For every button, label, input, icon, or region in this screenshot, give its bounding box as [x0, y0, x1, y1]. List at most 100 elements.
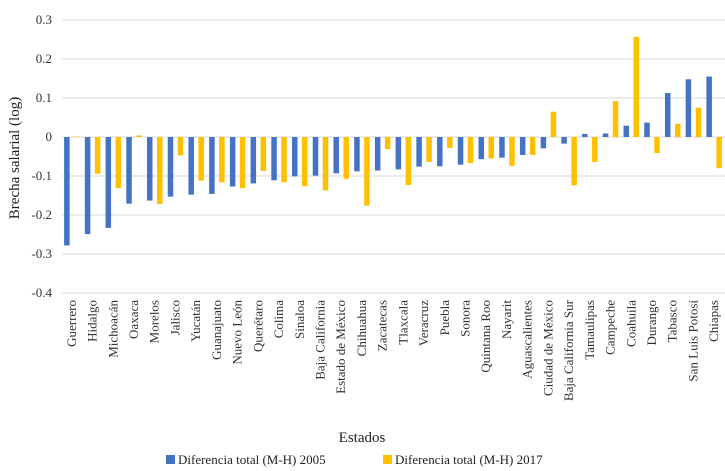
bar-2017-29 — [674, 123, 681, 137]
x-tick-label: Puebla — [437, 300, 452, 336]
bar-2005-21 — [499, 137, 505, 158]
bar-2017-8 — [239, 137, 246, 189]
x-tick-label: Oaxaca — [126, 300, 141, 339]
bar-2005-30 — [685, 79, 692, 137]
x-tick-label: Baja California Sur — [561, 299, 576, 401]
x-tick-label: Coahuila — [623, 300, 638, 347]
bar-2005-0 — [64, 137, 70, 246]
x-tick-label: Jalisco — [168, 300, 183, 335]
bar-2005-7 — [209, 137, 215, 194]
y-tick-label: -0.1 — [31, 168, 52, 183]
x-tick-label: Chiapas — [706, 300, 721, 342]
y-tick-label: -0.3 — [31, 246, 52, 261]
bar-2017-5 — [177, 137, 184, 156]
bar-2017-23 — [550, 111, 557, 137]
y-tick-label: -0.2 — [31, 207, 52, 222]
legend-swatch-2005 — [166, 455, 175, 464]
bar-2005-17 — [416, 137, 422, 167]
x-tick-label: Campeche — [603, 300, 618, 355]
bar-2017-31 — [716, 137, 722, 169]
y-tick-label: 0.3 — [36, 12, 52, 27]
bar-2005-29 — [664, 92, 671, 137]
bar-2005-25 — [582, 133, 588, 137]
bar-2017-7 — [219, 137, 225, 183]
x-tick-label: Nuevo León — [230, 300, 245, 365]
bar-2017-25 — [592, 137, 598, 162]
x-tick-label: Nayarit — [499, 300, 514, 339]
bar-2005-27 — [623, 125, 630, 137]
x-tick-label: Aguascalientes — [520, 300, 535, 379]
y-axis-title: Brecha salarial (log) — [7, 97, 23, 219]
bars — [64, 36, 722, 246]
bar-2017-6 — [198, 137, 204, 181]
bar-2017-11 — [302, 137, 308, 187]
bar-2017-20 — [488, 137, 494, 159]
bar-2017-26 — [612, 101, 619, 137]
bar-2005-23 — [540, 137, 547, 149]
y-tick-labels: 0.3 0.2 0.1 0 -0.1 -0.2 -0.3 -0.4 — [31, 12, 52, 300]
x-axis-title: Estados — [339, 430, 386, 446]
bar-2005-9 — [250, 137, 257, 184]
bar-2017-0 — [74, 136, 80, 138]
legend-swatch-2017 — [383, 455, 392, 464]
bar-2017-3 — [136, 135, 142, 137]
bar-2017-24 — [571, 137, 577, 186]
bar-2005-22 — [519, 137, 526, 155]
legend: Diferencia total (M-H) 2005 Diferencia t… — [166, 452, 543, 467]
bar-2005-19 — [457, 137, 464, 165]
bar-2005-2 — [105, 137, 112, 228]
x-tick-label: Michoacán — [105, 300, 120, 358]
x-tick-label: Estado de México — [333, 300, 348, 394]
x-tick-label: Guerrero — [64, 300, 79, 347]
bar-2017-12 — [322, 137, 329, 191]
x-tick-label: Veracruz — [416, 300, 431, 346]
bar-2017-21 — [509, 137, 515, 166]
bar-2017-27 — [633, 36, 640, 137]
bar-2017-17 — [426, 137, 432, 162]
x-tick-label: Tlaxcala — [395, 300, 410, 345]
bar-2005-5 — [167, 137, 174, 197]
bar-2005-26 — [602, 133, 609, 137]
bar-2005-20 — [478, 137, 484, 160]
x-tick-label: Yucatán — [188, 300, 203, 342]
bar-2005-4 — [147, 137, 153, 201]
bar-2017-9 — [260, 137, 267, 171]
bar-2005-11 — [292, 137, 298, 177]
x-tick-label: Querétaro — [250, 300, 265, 352]
bar-2005-24 — [561, 137, 567, 144]
x-tick-label: Sinaloa — [292, 300, 307, 339]
y-tick-label: -0.4 — [31, 285, 52, 300]
legend-label-2005: Diferencia total (M-H) 2005 — [178, 452, 326, 467]
bar-2005-16 — [395, 137, 402, 170]
x-tick-label: Ciudad de México — [540, 300, 555, 396]
bar-2005-18 — [437, 137, 443, 167]
x-tick-label: San Luis Potosí — [685, 300, 700, 382]
x-tick-label: Tabasco — [665, 300, 680, 342]
bar-2005-10 — [271, 137, 277, 181]
bar-2005-13 — [333, 137, 339, 174]
bar-2017-19 — [467, 137, 474, 164]
bar-2005-3 — [126, 137, 132, 204]
bar-2017-16 — [405, 137, 412, 185]
bar-2005-12 — [312, 137, 319, 176]
bar-2017-30 — [695, 107, 702, 137]
y-tick-label: 0.2 — [36, 51, 52, 66]
bar-2017-1 — [94, 137, 101, 174]
x-tick-label: Guanajuato — [209, 300, 224, 360]
bar-2005-6 — [188, 137, 194, 195]
bar-2005-15 — [374, 137, 381, 171]
bar-2017-10 — [281, 137, 287, 183]
bar-2017-18 — [447, 137, 453, 148]
x-tick-label: Durango — [644, 300, 659, 346]
bar-2017-13 — [343, 137, 349, 179]
x-tick-label: Quintana Roo — [478, 300, 493, 373]
bar-2017-28 — [654, 137, 660, 153]
y-tick-label: 0.1 — [36, 90, 52, 105]
x-tick-label: Tamaulipas — [582, 300, 597, 360]
x-tick-labels: Guerrero Hidalgo Michoacán Oaxaca Morelos Jal… — [64, 299, 721, 401]
bar-2005-1 — [84, 137, 91, 235]
bar-2017-4 — [157, 137, 163, 205]
bar-2005-14 — [354, 137, 360, 172]
bar-2017-22 — [529, 137, 536, 155]
